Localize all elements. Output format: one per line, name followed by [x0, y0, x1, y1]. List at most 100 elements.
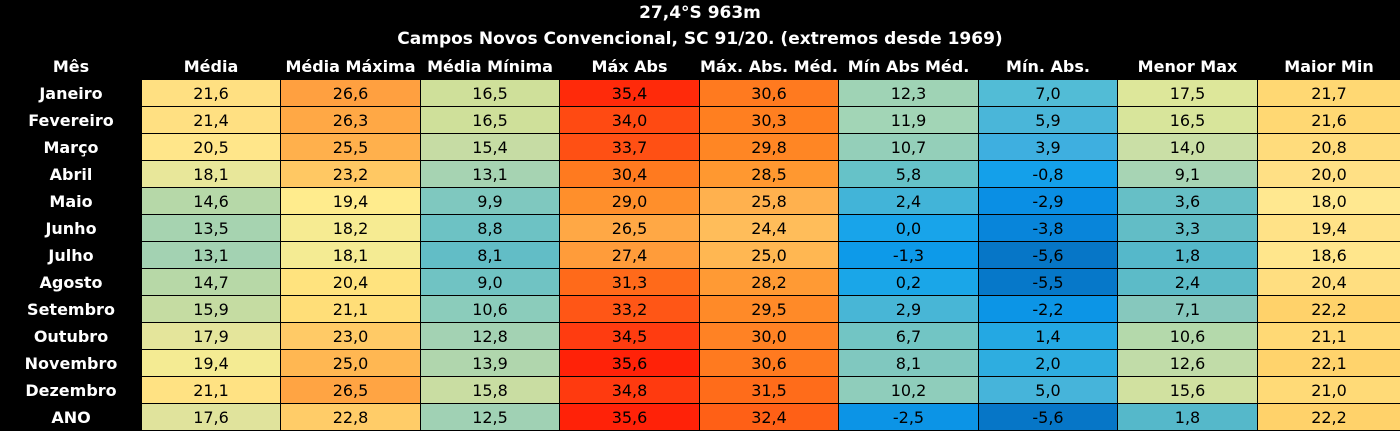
table-cell: 13,1: [142, 242, 281, 269]
column-header: Média: [142, 53, 281, 80]
table-cell: 34,8: [560, 377, 700, 404]
table-cell: 22,8: [281, 404, 421, 431]
row-label: Junho: [1, 215, 142, 242]
row-label: Julho: [1, 242, 142, 269]
table-cell: 9,9: [421, 188, 560, 215]
table-cell: 17,9: [142, 323, 281, 350]
climate-table-figure: 27,4°S 963m Campos Novos Convencional, S…: [0, 0, 1400, 418]
table-cell: 8,1: [421, 242, 560, 269]
table-cell: 29,5: [700, 296, 839, 323]
table-cell: 21,4: [142, 107, 281, 134]
table-cell: 10,7: [839, 134, 979, 161]
table-cell: 13,1: [421, 161, 560, 188]
table-cell: 23,0: [281, 323, 421, 350]
column-header: Mín Abs Méd.: [839, 53, 979, 80]
table-cell: 16,5: [1118, 107, 1258, 134]
table-cell: 27,4: [560, 242, 700, 269]
table-cell: 22,2: [1258, 296, 1400, 323]
row-label: Setembro: [1, 296, 142, 323]
table-cell: 15,8: [421, 377, 560, 404]
table-cell: 10,2: [839, 377, 979, 404]
table-cell: 19,4: [142, 350, 281, 377]
table-cell: 9,0: [421, 269, 560, 296]
table-cell: 14,7: [142, 269, 281, 296]
table-cell: 19,4: [281, 188, 421, 215]
column-header: Média Mínima: [421, 53, 560, 80]
table-cell: 26,3: [281, 107, 421, 134]
table-cell: 35,4: [560, 80, 700, 107]
table-cell: 14,6: [142, 188, 281, 215]
table-cell: 5,0: [979, 377, 1118, 404]
table-cell: 17,6: [142, 404, 281, 431]
table-cell: 31,3: [560, 269, 700, 296]
table-cell: 15,4: [421, 134, 560, 161]
table-cell: 3,3: [1118, 215, 1258, 242]
table-cell: 21,7: [1258, 80, 1400, 107]
table-cell: 0,0: [839, 215, 979, 242]
table-cell: 20,8: [1258, 134, 1400, 161]
table-cell: -1,3: [839, 242, 979, 269]
table-cell: 11,9: [839, 107, 979, 134]
table-cell: 21,6: [142, 80, 281, 107]
table-cell: 33,7: [560, 134, 700, 161]
table-cell: -2,2: [979, 296, 1118, 323]
table-cell: 14,0: [1118, 134, 1258, 161]
row-label: ANO: [1, 404, 142, 431]
table-cell: 1,8: [1118, 242, 1258, 269]
row-label: Fevereiro: [1, 107, 142, 134]
table-cell: 21,6: [1258, 107, 1400, 134]
table-cell: 9,1: [1118, 161, 1258, 188]
table-cell: 20,4: [1258, 269, 1400, 296]
table-cell: 28,5: [700, 161, 839, 188]
table-cell: -2,9: [979, 188, 1118, 215]
table-cell: 29,0: [560, 188, 700, 215]
table-cell: 19,4: [1258, 215, 1400, 242]
row-label: Agosto: [1, 269, 142, 296]
table-cell: 20,0: [1258, 161, 1400, 188]
table-cell: 25,8: [700, 188, 839, 215]
table-cell: -3,8: [979, 215, 1118, 242]
table-cell: 1,4: [979, 323, 1118, 350]
table-cell: 17,5: [1118, 80, 1258, 107]
table-cell: 35,6: [560, 350, 700, 377]
table-cell: 30,3: [700, 107, 839, 134]
table-cell: 26,5: [281, 377, 421, 404]
table-cell: 2,0: [979, 350, 1118, 377]
table-cell: 7,1: [1118, 296, 1258, 323]
column-header: Média Máxima: [281, 53, 421, 80]
chart-title: 27,4°S 963m: [0, 0, 1400, 26]
table-cell: 21,0: [1258, 377, 1400, 404]
table-cell: 15,9: [142, 296, 281, 323]
table-cell: 21,1: [142, 377, 281, 404]
table-cell: 3,6: [1118, 188, 1258, 215]
table-cell: -5,5: [979, 269, 1118, 296]
table-cell: 28,2: [700, 269, 839, 296]
table-cell: 18,0: [1258, 188, 1400, 215]
table-cell: 35,6: [560, 404, 700, 431]
table-cell: -2,5: [839, 404, 979, 431]
row-label: Dezembro: [1, 377, 142, 404]
table-cell: 18,1: [142, 161, 281, 188]
table-cell: 0,2: [839, 269, 979, 296]
table-cell: 1,8: [1118, 404, 1258, 431]
table-cell: 21,1: [281, 296, 421, 323]
column-header: Maior Min: [1258, 53, 1400, 80]
column-header: Máx Abs: [560, 53, 700, 80]
table-cell: 29,8: [700, 134, 839, 161]
column-header: Mín. Abs.: [979, 53, 1118, 80]
table-cell: 25,0: [700, 242, 839, 269]
table-cell: 31,5: [700, 377, 839, 404]
table-cell: 3,9: [979, 134, 1118, 161]
table-cell: 33,2: [560, 296, 700, 323]
